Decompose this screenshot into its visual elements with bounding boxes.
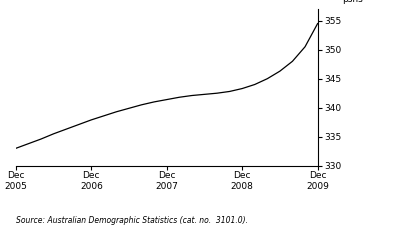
Text: Source: Australian Demographic Statistics (cat. no.  3101.0).: Source: Australian Demographic Statistic… [16,216,248,225]
Text: psns: psns [343,0,363,4]
